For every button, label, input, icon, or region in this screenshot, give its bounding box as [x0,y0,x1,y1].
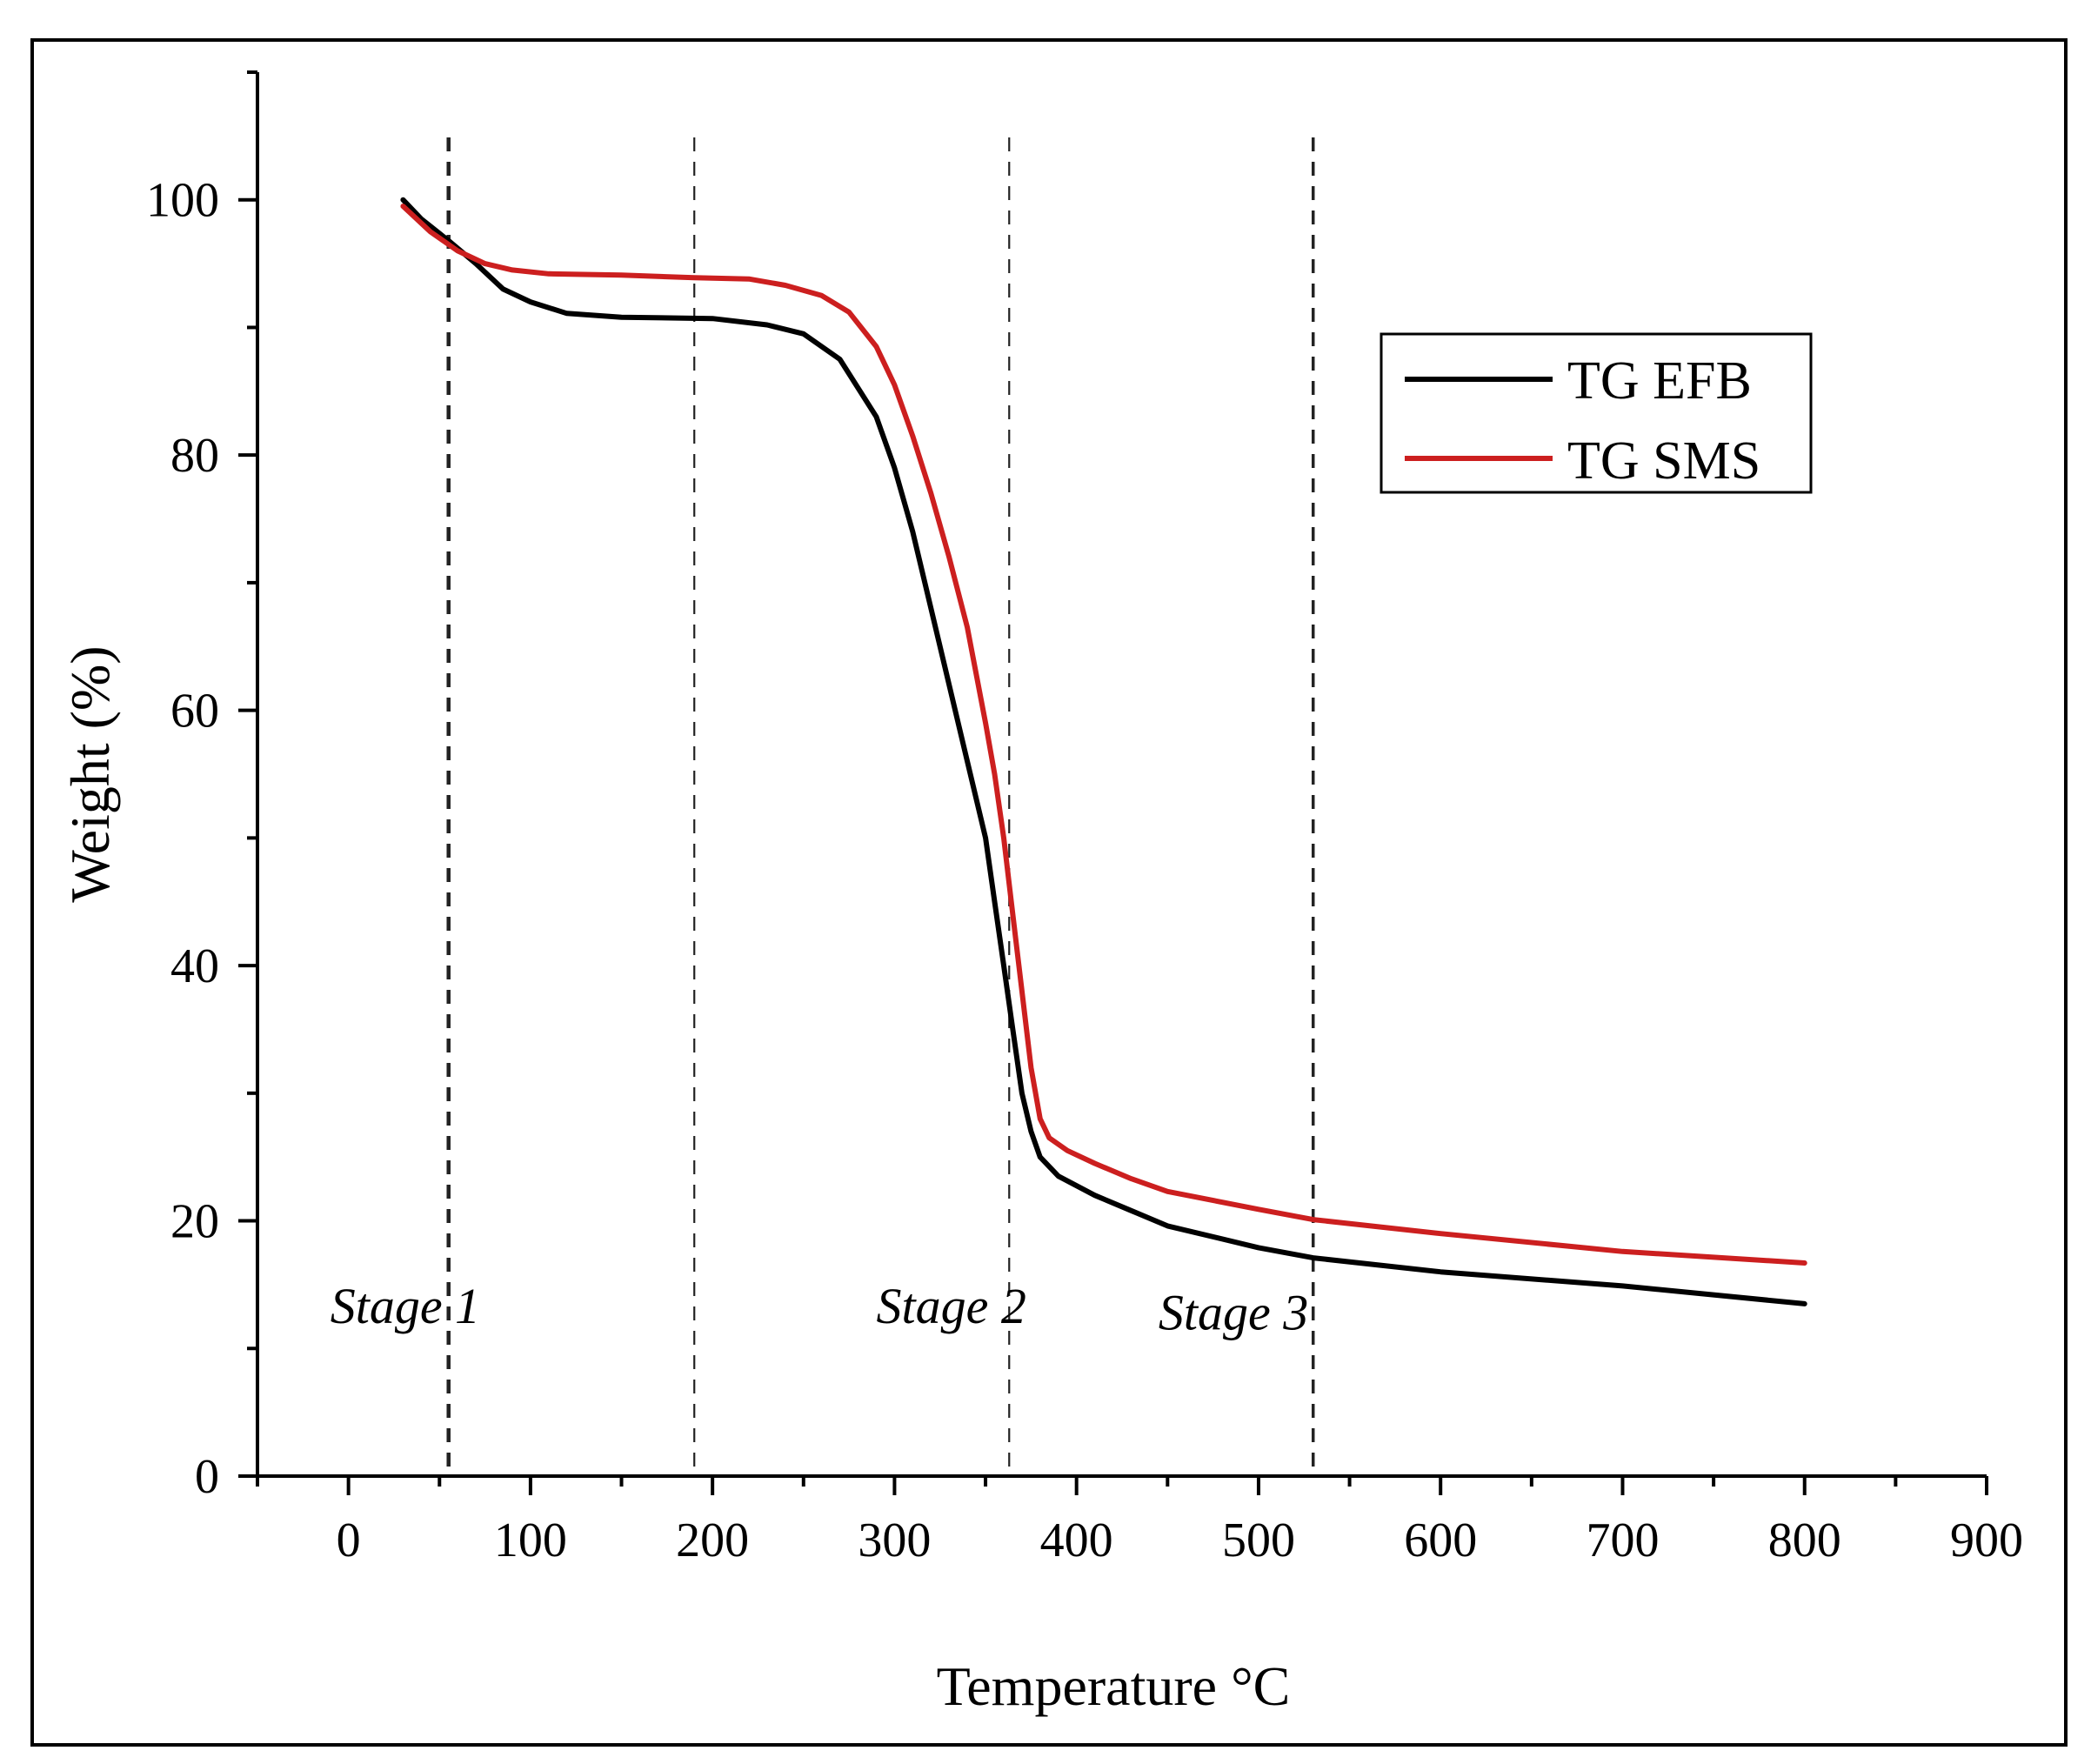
legend-label-tg-sms: TG SMS [1567,431,1760,491]
x-axis-title: Temperature °C [937,1655,1291,1717]
stage-divider-lines [446,137,1315,1476]
data-series [400,197,1807,1306]
y-tick-label: 0 [195,1450,219,1504]
axis-ticks: 0 100 200 300 400 500 600 700 800 900 0 20 40 60 80 100 [146,70,2023,1567]
series-line-tg-efb [400,197,1807,1306]
y-tick-label: 20 [170,1195,219,1249]
legend-box [1380,332,1813,494]
x-tick-label: 0 [337,1513,361,1567]
x-tick-label: 300 [858,1513,931,1567]
x-tick-label: 800 [1768,1513,1841,1567]
y-axis-title: Weight (%) [59,645,121,902]
x-tick-label: 200 [676,1513,749,1567]
x-axis-title-unit: °C [1231,1655,1290,1717]
x-tick-label: 900 [1950,1513,2023,1567]
axes [256,72,1987,1478]
x-axis-title-text: Temperature [937,1655,1217,1717]
x-tick-label: 100 [494,1513,567,1567]
stage-annotations: Stage 1 Stage 2 Stage 3 [331,1278,1309,1340]
x-tick-label: 600 [1404,1513,1477,1567]
stage-label: Stage 2 [876,1278,1025,1334]
y-tick-label: 100 [146,174,219,228]
y-tick-label: 40 [170,939,219,993]
figure-frame [30,38,2068,1747]
series-line-tg-sms [400,204,1807,1266]
legend-label-tg-efb: TG EFB [1567,351,1752,411]
x-tick-label: 500 [1222,1513,1295,1567]
legend: TG EFB TG SMS [1380,332,1813,494]
y-tick-label: 60 [170,685,219,738]
x-tick-label: 700 [1586,1513,1659,1567]
stage-label: Stage 1 [331,1278,480,1334]
stage-label: Stage 3 [1159,1284,1308,1340]
y-tick-label: 80 [170,429,219,483]
x-tick-label: 400 [1040,1513,1113,1567]
